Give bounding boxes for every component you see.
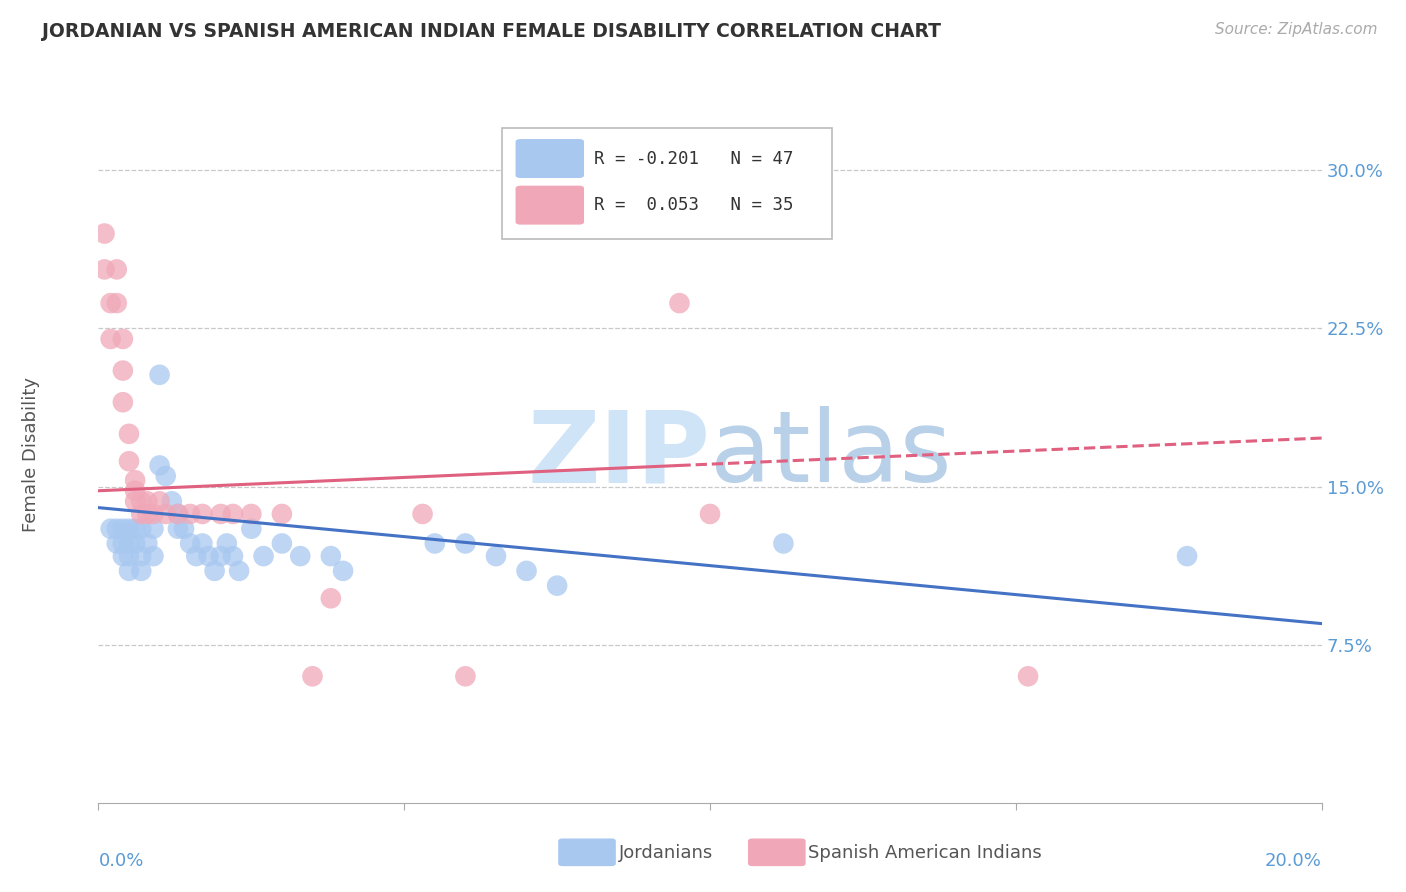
Point bbox=[167, 507, 190, 521]
Text: ZIP: ZIP bbox=[527, 407, 710, 503]
Point bbox=[186, 549, 208, 563]
Point bbox=[149, 458, 172, 473]
Point bbox=[485, 549, 508, 563]
Point bbox=[118, 549, 141, 563]
Point bbox=[93, 262, 115, 277]
Text: Source: ZipAtlas.com: Source: ZipAtlas.com bbox=[1215, 22, 1378, 37]
Point bbox=[222, 549, 245, 563]
Point bbox=[179, 507, 201, 521]
Text: JORDANIAN VS SPANISH AMERICAN INDIAN FEMALE DISABILITY CORRELATION CHART: JORDANIAN VS SPANISH AMERICAN INDIAN FEM… bbox=[42, 22, 941, 41]
Point bbox=[118, 536, 141, 550]
Point bbox=[142, 507, 165, 521]
Point bbox=[1017, 669, 1039, 683]
Point bbox=[155, 469, 177, 483]
Text: Female Disability: Female Disability bbox=[22, 377, 41, 533]
Point bbox=[111, 536, 134, 550]
Point bbox=[111, 549, 134, 563]
Point bbox=[105, 262, 128, 277]
Point bbox=[124, 494, 146, 508]
Point bbox=[301, 669, 323, 683]
Text: 20.0%: 20.0% bbox=[1265, 852, 1322, 870]
Point bbox=[772, 536, 794, 550]
Point bbox=[129, 507, 152, 521]
Point bbox=[105, 536, 128, 550]
Point bbox=[160, 494, 183, 508]
Point bbox=[105, 522, 128, 536]
Point bbox=[197, 549, 219, 563]
Point bbox=[179, 536, 201, 550]
Point bbox=[111, 332, 134, 346]
Point bbox=[118, 426, 141, 441]
FancyBboxPatch shape bbox=[516, 186, 583, 225]
Point bbox=[1175, 549, 1198, 563]
Point bbox=[129, 549, 152, 563]
Point bbox=[240, 507, 263, 521]
Point bbox=[129, 522, 152, 536]
Point bbox=[204, 564, 226, 578]
FancyBboxPatch shape bbox=[502, 128, 832, 239]
Point bbox=[100, 522, 122, 536]
Point bbox=[423, 536, 446, 550]
Point bbox=[215, 536, 238, 550]
Point bbox=[142, 549, 165, 563]
Point bbox=[209, 507, 232, 521]
Point bbox=[270, 536, 292, 550]
Point bbox=[454, 669, 477, 683]
Point bbox=[100, 332, 122, 346]
Point bbox=[191, 536, 214, 550]
Point bbox=[149, 368, 172, 382]
Point bbox=[699, 507, 721, 521]
Text: Spanish American Indians: Spanish American Indians bbox=[808, 844, 1042, 862]
FancyBboxPatch shape bbox=[516, 139, 583, 178]
Point bbox=[191, 507, 214, 521]
Point bbox=[668, 296, 690, 310]
Point bbox=[129, 494, 152, 508]
Text: atlas: atlas bbox=[710, 407, 952, 503]
Point bbox=[149, 494, 172, 508]
Point bbox=[124, 536, 146, 550]
Point bbox=[118, 522, 141, 536]
Point bbox=[319, 549, 342, 563]
Point bbox=[240, 522, 263, 536]
Text: R = -0.201   N = 47: R = -0.201 N = 47 bbox=[593, 150, 793, 168]
Point bbox=[516, 564, 538, 578]
Point bbox=[332, 564, 354, 578]
Point bbox=[319, 591, 342, 606]
Text: Jordanians: Jordanians bbox=[619, 844, 713, 862]
Point bbox=[136, 494, 159, 508]
Point bbox=[546, 579, 568, 593]
Point bbox=[111, 522, 134, 536]
Point bbox=[155, 507, 177, 521]
Point bbox=[167, 522, 190, 536]
Point bbox=[124, 522, 146, 536]
Point bbox=[118, 564, 141, 578]
Text: R =  0.053   N = 35: R = 0.053 N = 35 bbox=[593, 196, 793, 214]
Point bbox=[290, 549, 312, 563]
Point bbox=[124, 473, 146, 487]
Point bbox=[136, 536, 159, 550]
Point bbox=[111, 395, 134, 409]
Point bbox=[100, 296, 122, 310]
Point bbox=[105, 296, 128, 310]
Point bbox=[412, 507, 434, 521]
Point bbox=[228, 564, 250, 578]
Point bbox=[111, 363, 134, 377]
Point bbox=[118, 454, 141, 468]
Point bbox=[142, 522, 165, 536]
Point bbox=[270, 507, 292, 521]
Point bbox=[222, 507, 245, 521]
Point bbox=[173, 522, 195, 536]
Point bbox=[136, 507, 159, 521]
Point bbox=[209, 549, 232, 563]
Point bbox=[124, 483, 146, 498]
Point bbox=[129, 564, 152, 578]
Text: 0.0%: 0.0% bbox=[98, 852, 143, 870]
Point bbox=[167, 507, 190, 521]
Point bbox=[454, 536, 477, 550]
Point bbox=[93, 227, 115, 241]
Point bbox=[252, 549, 274, 563]
